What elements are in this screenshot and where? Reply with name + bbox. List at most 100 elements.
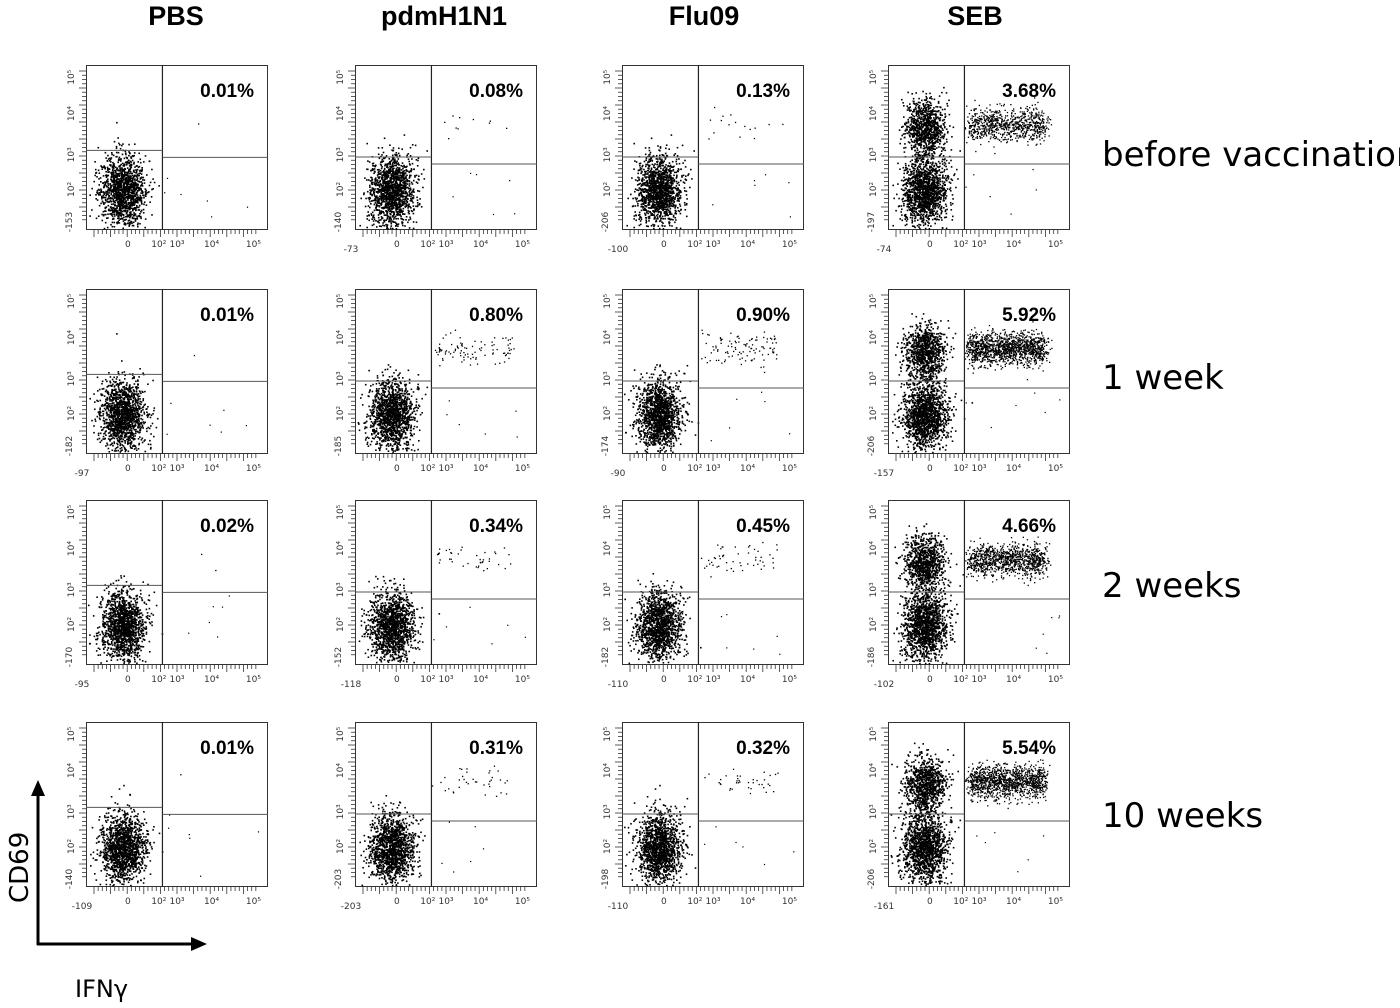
y-min-label: -174 <box>601 436 611 457</box>
x-axis-label: IFNγ <box>75 975 128 1003</box>
y-min-label: -170 <box>65 647 75 668</box>
y-axis-ticks: 10² 10³ 10⁴ 10⁵ -186 <box>867 504 888 667</box>
y-axis-arrowhead <box>31 780 45 796</box>
y-tick-label: 10⁴ <box>336 330 346 345</box>
y-tick-label: 10⁴ <box>603 330 613 345</box>
x-tick-label: 10² <box>953 240 968 250</box>
y-tick-label: 10⁴ <box>869 541 879 556</box>
y-min-label: -197 <box>867 212 877 232</box>
x-axis-ticks: 0 10² 10³ 10⁴ 10⁵ <box>362 454 530 474</box>
y-tick-label: 10³ <box>336 371 346 386</box>
x-tick-label: 10² <box>151 464 166 474</box>
x-tick-label: 0 <box>394 464 400 474</box>
y-tick-label: 10³ <box>603 147 613 162</box>
x-min-label: -73 <box>344 245 359 255</box>
y-tick-label: 10² <box>603 617 613 632</box>
column-header: SEB <box>885 0 1065 40</box>
y-tick-label: 10³ <box>603 371 613 386</box>
y-tick-label: 10² <box>67 406 77 421</box>
x-axis-ticks: 0 10² 10³ 10⁴ 10⁵ -157 <box>874 454 1063 479</box>
y-tick-label: 10² <box>603 406 613 421</box>
x-tick-label: 10⁴ <box>473 240 488 250</box>
x-axis-ticks: 0 10² 10³ 10⁴ 10⁵ -74 <box>877 230 1063 255</box>
x-tick-label: 0 <box>661 464 667 474</box>
y-min-label: -182 <box>65 436 75 456</box>
quadrant-percentage: 0.02% <box>200 516 254 537</box>
x-tick-label: 10⁵ <box>1048 464 1063 474</box>
x-tick-label: 10⁵ <box>515 897 530 907</box>
y-axis-ticks: 10² 10³ 10⁴ 10⁵ -153 <box>65 69 86 232</box>
event-cloud <box>624 768 795 887</box>
x-tick-label: 10⁴ <box>1006 675 1021 685</box>
y-tick-label: 10² <box>603 839 613 854</box>
y-tick-label: 10⁵ <box>869 69 879 84</box>
y-tick-label: 10⁵ <box>67 726 77 741</box>
x-tick-label: 0 <box>125 240 131 250</box>
x-axis-ticks: 0 10² 10³ 10⁴ 10⁵ -110 <box>608 665 797 690</box>
x-tick-label: 10² <box>420 240 435 250</box>
x-tick-label: 10³ <box>971 464 986 474</box>
event-cloud <box>359 115 516 230</box>
x-tick-label: 10⁵ <box>515 675 530 685</box>
x-min-label: -118 <box>341 680 362 690</box>
quadrant-percentage: 5.92% <box>1002 305 1056 326</box>
y-axis-ticks: 10² 10³ 10⁴ 10⁵ -182 <box>65 293 86 456</box>
y-tick-label: 10⁴ <box>603 541 613 556</box>
y-tick-label: 10² <box>336 182 346 197</box>
y-tick-label: 10⁵ <box>869 293 879 308</box>
y-tick-label: 10⁴ <box>869 763 879 778</box>
x-tick-label: 0 <box>927 240 933 250</box>
y-tick-label: 10⁵ <box>603 504 613 519</box>
y-tick-label: 10² <box>869 617 879 632</box>
x-tick-label: 0 <box>661 240 667 250</box>
y-axis-label: CD69 <box>5 832 35 903</box>
x-tick-label: 10² <box>687 897 702 907</box>
event-cloud <box>88 553 230 665</box>
x-tick-label: 10⁴ <box>1006 464 1021 474</box>
x-min-label: -110 <box>608 680 629 690</box>
plot-frame <box>86 500 268 665</box>
plot-frame <box>86 65 268 230</box>
plot-frame <box>86 722 268 887</box>
quadrant-percentage: 0.80% <box>469 305 523 326</box>
plot-frame <box>86 289 268 454</box>
plot-frame <box>622 722 804 887</box>
y-min-label: -185 <box>334 436 344 456</box>
plot-frame <box>355 500 537 665</box>
x-min-label: -97 <box>75 469 90 479</box>
event-cloud <box>358 546 526 664</box>
x-tick-label: 0 <box>927 675 933 685</box>
x-tick-label: 10³ <box>169 897 184 907</box>
y-tick-label: 10³ <box>67 582 77 597</box>
y-tick-label: 10² <box>603 182 613 197</box>
y-tick-label: 10⁵ <box>603 293 613 308</box>
x-tick-label: 0 <box>927 464 933 474</box>
quadrant-percentage: 5.54% <box>1002 738 1056 759</box>
x-min-label: -95 <box>75 680 90 690</box>
x-tick-label: 10⁴ <box>473 897 488 907</box>
y-axis-ticks: 10² 10³ 10⁴ 10⁵ -197 <box>867 69 888 232</box>
x-tick-label: 10² <box>151 240 166 250</box>
quadrant-percentage: 3.68% <box>1002 81 1056 102</box>
y-min-label: -152 <box>334 647 344 667</box>
x-tick-label: 0 <box>661 675 667 685</box>
plot-frame <box>355 65 537 230</box>
y-axis-ticks: 10² 10³ 10⁴ 10⁵ -198 <box>601 726 622 889</box>
column-header: PBS <box>86 0 266 40</box>
x-tick-label: 10² <box>151 675 166 685</box>
x-tick-label: 10⁵ <box>782 675 797 685</box>
y-tick-label: 10² <box>869 839 879 854</box>
x-tick-label: 10⁵ <box>782 240 797 250</box>
event-cloud <box>892 313 1061 454</box>
y-min-label: -206 <box>867 869 877 890</box>
y-tick-label: 10³ <box>67 147 77 162</box>
quadrant-percentage: 0.31% <box>469 738 523 759</box>
x-axis-ticks: 0 10² 10³ 10⁴ 10⁵ -90 <box>611 454 797 479</box>
y-axis-ticks: 10² 10³ 10⁴ 10⁵ -170 <box>65 504 86 667</box>
event-cloud <box>357 329 518 454</box>
x-tick-label: 0 <box>927 897 933 907</box>
x-tick-label: 10³ <box>438 897 453 907</box>
